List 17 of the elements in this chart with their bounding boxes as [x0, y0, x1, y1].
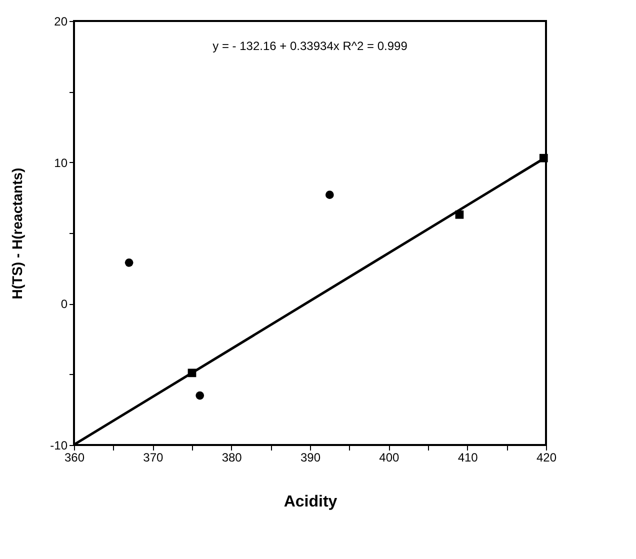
y-tick-label: 10: [54, 156, 68, 170]
point: [325, 190, 334, 200]
x-tick-label: 400: [379, 450, 400, 464]
point: [196, 391, 204, 400]
y-tick-label: -10: [50, 438, 68, 452]
x-tick-label: 380: [222, 450, 242, 464]
y-tick-label: 0: [60, 297, 68, 312]
x-tick-label: 360: [64, 450, 85, 464]
point: [124, 258, 134, 267]
y-axis-title: H(TS) - H(reactants): [9, 168, 26, 300]
y-tick-label: 20: [54, 14, 68, 28]
x-tick-label: 410: [458, 450, 478, 464]
x-tick-label: 370: [143, 450, 164, 464]
x-tick-label: 390: [300, 450, 321, 464]
annotation: y = - 132.16 + 0.33934x R^2 = 0.999: [212, 39, 408, 53]
x-axis-title: Acidity: [284, 494, 338, 510]
x-tick-label: 420: [536, 450, 557, 464]
